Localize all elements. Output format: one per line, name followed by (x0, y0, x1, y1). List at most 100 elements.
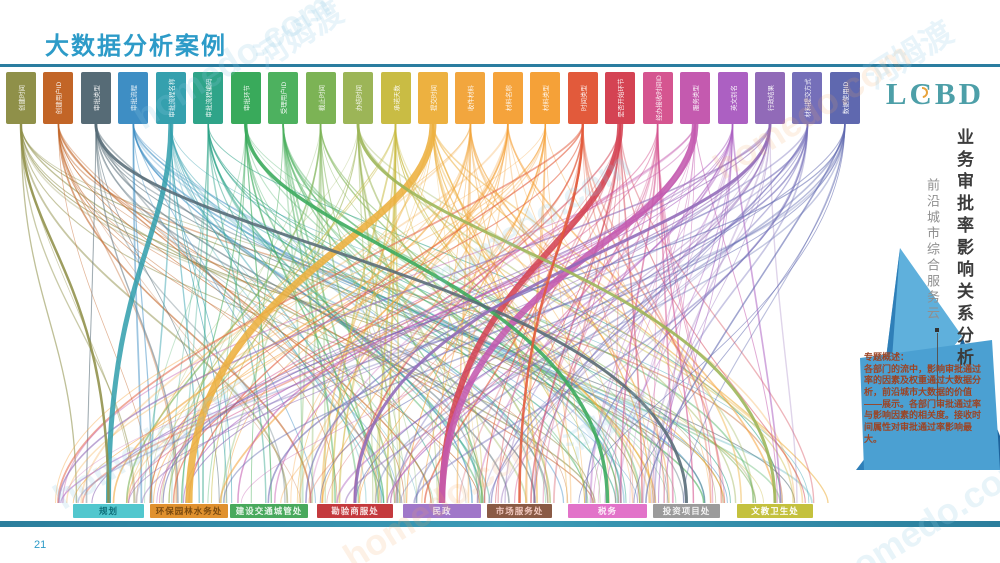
top-node-label: 材料名称 (505, 85, 513, 111)
flow-strand (357, 124, 400, 504)
flow-strand (207, 124, 442, 504)
flow-strand (149, 124, 397, 504)
flow-strand (394, 124, 641, 504)
flow-strand (357, 124, 552, 504)
flow-strand (55, 124, 546, 504)
flow-strand (180, 124, 247, 504)
flow-strand (58, 124, 405, 504)
top-node-label: 审批环节 (243, 85, 251, 111)
flow-strand (245, 124, 434, 504)
page-number: 21 (34, 539, 47, 551)
top-node: 提交时间 (417, 72, 448, 124)
top-node-label: 办结时间 (356, 85, 364, 111)
legend-item: 勘验商服处 (317, 504, 393, 518)
top-node-label: 收件材料 (468, 85, 476, 111)
flow-strand (210, 124, 397, 504)
flow-strand (170, 124, 418, 504)
flow-strand (421, 124, 509, 504)
bottom-bar (0, 521, 1000, 527)
flow-strand (282, 124, 304, 504)
flow-strand (62, 124, 696, 504)
flow-strand (645, 124, 846, 504)
summary-text: 专题概述： 各部门的流中，影响审批通过率的因素及权重通过大数据分析，前沿城市大数… (864, 352, 982, 444)
flow-strand (578, 124, 846, 504)
top-node-label: 材料提交方式 (805, 78, 813, 118)
flow-strand (207, 124, 782, 504)
flow-strand (490, 124, 809, 504)
flow-strand (619, 124, 815, 504)
flow-strand (158, 124, 659, 504)
top-node: 受理用户ID (268, 72, 299, 124)
flow-strand (106, 124, 174, 504)
top-node: 数据使用ID (829, 72, 860, 124)
flow-strand (95, 124, 549, 504)
flow-strand (308, 124, 584, 504)
flow-strand (126, 124, 546, 504)
flow-strand (694, 124, 778, 504)
flow-strand (506, 124, 776, 504)
vertical-subtitle: 前沿城市综合服务云 (925, 178, 940, 322)
flow-strand (20, 124, 593, 504)
flow-strand (358, 124, 546, 504)
flow-strand (202, 124, 210, 504)
flow-strand (374, 124, 846, 504)
flow-strand (207, 124, 731, 504)
top-node-label: 受理用户ID (281, 81, 289, 115)
flow-strand (132, 124, 639, 504)
flow-strand (377, 124, 397, 504)
flow-strand (132, 124, 399, 504)
flow-strand (58, 124, 480, 504)
flow-strand (504, 124, 771, 504)
flow-strand (311, 124, 322, 504)
top-node: 审批流程名称 (155, 72, 186, 124)
flow-strand (141, 124, 771, 504)
flow-strand (170, 124, 200, 504)
flow-strand (132, 124, 316, 504)
flow-strand (282, 124, 755, 504)
flow-strand (170, 124, 228, 504)
flow-strand (633, 124, 846, 504)
top-node: 时间类型 (567, 72, 598, 124)
top-node: 英文别名 (717, 72, 748, 124)
flow-strand (220, 124, 322, 504)
top-node-label: 审批流程名称 (168, 78, 176, 118)
flow-strand (357, 124, 754, 504)
flow-strand (20, 124, 78, 504)
flow-strand (656, 124, 695, 504)
flow-strand (353, 124, 772, 504)
top-node: 服务类型 (680, 72, 711, 124)
flow-strand (57, 124, 584, 504)
flow-strand (589, 124, 734, 504)
flow-strand (619, 124, 643, 504)
flow-strand (152, 124, 546, 504)
flow-strand (533, 124, 659, 504)
flow-strand (85, 124, 97, 504)
flow-strand (731, 124, 782, 504)
flow-strand (225, 124, 509, 504)
flow-strand (162, 124, 846, 504)
flow-strand (319, 124, 757, 504)
top-node-label: 是否开始环节 (618, 78, 626, 118)
flow-strand (432, 124, 650, 504)
top-node-label: 英文别名 (730, 85, 738, 111)
flow-strand (439, 124, 624, 504)
flow-strand (432, 124, 657, 504)
flow-strand (614, 124, 621, 504)
flow-strand (128, 124, 434, 504)
top-node-label: 承诺天数 (393, 85, 401, 111)
flow-strand (58, 124, 302, 504)
flow-strand (501, 124, 771, 504)
flow-strand (394, 124, 484, 504)
flow-strand (207, 124, 622, 504)
flow-strand (604, 124, 734, 504)
top-node-label: 经办接收时间ID (655, 75, 663, 121)
flow-strand (394, 124, 621, 504)
flow-strand (483, 124, 809, 504)
flow-strand (244, 124, 482, 504)
flow-strand (653, 124, 659, 504)
origami-face-front (860, 340, 1000, 470)
flow-strand (406, 124, 546, 504)
flow-strand (185, 124, 437, 504)
flow-strand (469, 124, 610, 504)
flow-strand (144, 124, 247, 504)
